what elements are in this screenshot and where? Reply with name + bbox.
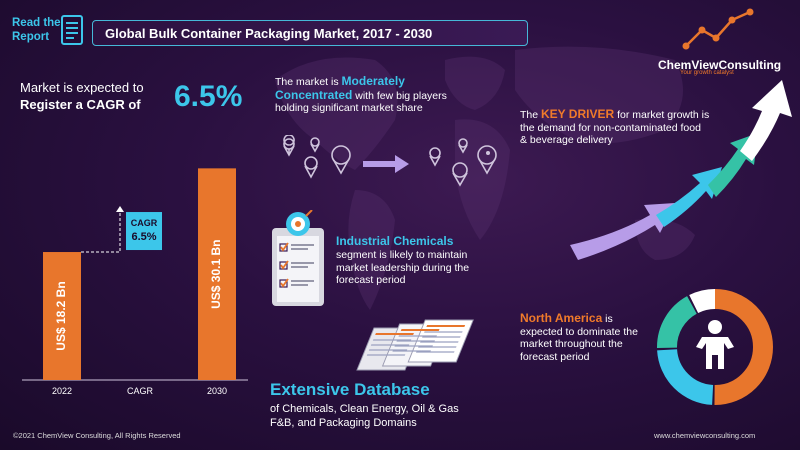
cagr-arrow-head [116, 206, 124, 213]
bar-data-label: US$ 18.2 Bn [54, 281, 68, 350]
key-driver-text: The KEY DRIVER for market growth is the … [520, 108, 710, 147]
checklist-target-icon [272, 210, 324, 306]
logo-name: ChemViewConsulting [658, 58, 782, 72]
read-the-report-label[interactable]: Read the Report [12, 16, 61, 44]
bar-2022 [43, 252, 81, 380]
region-highlight: North America [520, 311, 603, 325]
document-icon[interactable] [60, 14, 84, 46]
driver-highlight: KEY DRIVER [541, 107, 615, 121]
read-line1: Read the [12, 17, 61, 29]
database-description: of Chemicals, Clean Energy, Oil & Gas F&… [270, 402, 459, 430]
map-pin-icons [283, 135, 497, 187]
segment-text: segment is likely to maintain market lea… [336, 249, 470, 286]
map-pin-icon [486, 151, 490, 155]
database-line2: F&B, and Packaging Domains [270, 417, 417, 429]
database-report-icon [356, 319, 474, 371]
x-tick-label: 2030 [207, 386, 227, 396]
website-link[interactable]: www.chemviewconsulting.com [654, 431, 756, 440]
cagr-value: 6.5% [174, 80, 243, 113]
database-title: Extensive Database [270, 380, 430, 399]
read-line2: Report [12, 31, 50, 43]
growth-arrow-graphic [570, 80, 792, 260]
x-tick-label: CAGR [127, 386, 154, 396]
cagr-intro-line1: Market is expected to [20, 80, 144, 95]
cagr-badge-value: 6.5% [131, 231, 156, 243]
region-text: North America is expected to dominate th… [520, 312, 640, 363]
cagr-badge-label: CAGR [131, 218, 158, 228]
logo-chart-icon [682, 8, 754, 50]
concentration-prefix: The market is [275, 76, 342, 88]
concentration-suffix: with few big players holding significant… [275, 89, 447, 115]
cagr-badge [126, 212, 162, 251]
bar-data-label: US$ 30.1 Bn [209, 239, 223, 308]
page-title: Global Bulk Container Packaging Market, … [105, 26, 433, 41]
world-map-background [275, 46, 695, 310]
market-size-bar-chart: US$ 18.2 Bn 2022 CAGR US$ 30.1 Bn 2030 CAGR 6.… [22, 168, 248, 396]
driver-suffix: for market growth is the demand for non-… [520, 109, 710, 146]
database-line1: of Chemicals, Clean Energy, Oil & Gas [270, 403, 459, 415]
donut-person-icon [657, 289, 773, 405]
bar-2030 [198, 168, 236, 380]
cagr-connector-line [81, 210, 121, 253]
logo-tagline: Your growth catalyst [680, 70, 734, 76]
region-suffix: is expected to dominate the market throu… [520, 313, 638, 363]
driver-prefix: The [520, 109, 542, 121]
x-tick-label: 2022 [52, 386, 72, 396]
segment-heading: Industrial Chemicals [336, 234, 454, 248]
cagr-intro-line2: Register a CAGR of [20, 97, 141, 112]
concentration-highlight: Moderately Concentrated [275, 74, 405, 102]
title-box: Global Bulk Container Packaging Market, … [92, 20, 528, 46]
concentration-text: The market is Moderately Concentrated wi… [275, 75, 475, 115]
copyright-text: ©2021 ChemView Consulting, All Rights Re… [13, 431, 181, 440]
